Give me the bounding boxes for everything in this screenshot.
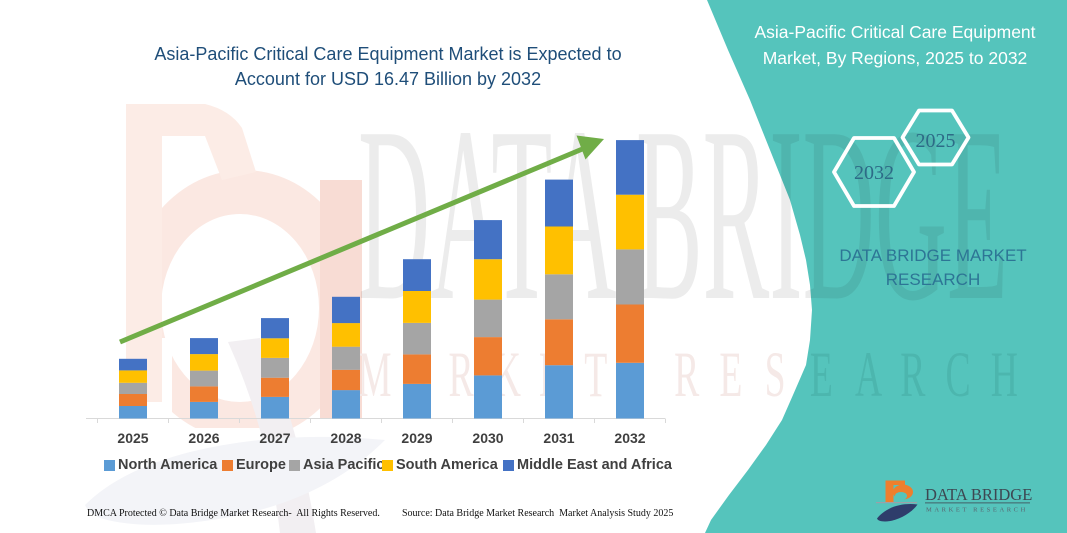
svg-text:2032: 2032 xyxy=(854,162,894,184)
svg-text:2025: 2025 xyxy=(916,130,956,152)
svg-text:DATA BRIDGE: DATA BRIDGE xyxy=(925,485,1032,504)
svg-text:DATA BRIDGE: DATA BRIDGE xyxy=(358,76,1008,353)
svg-text:MARKET RESEARCH: MARKET RESEARCH xyxy=(926,507,1028,514)
